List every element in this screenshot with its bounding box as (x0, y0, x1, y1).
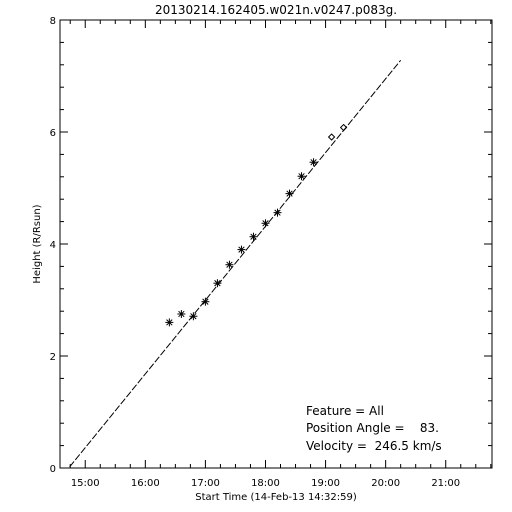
asterisk-stroke (250, 233, 257, 240)
asterisk-stroke (226, 261, 233, 268)
asterisk-stroke (286, 190, 293, 197)
asterisk-point (237, 245, 246, 254)
x-axis-label: Start Time (14-Feb-13 14:32:59) (195, 492, 357, 503)
asterisk-point (273, 208, 282, 217)
asterisk-point (297, 172, 306, 181)
y-axis-ticks: 0 2 4 6 8 (50, 16, 492, 475)
asterisk-stroke (298, 173, 305, 180)
x-tick-label: 17:00 (191, 478, 220, 489)
asterisk-stroke (166, 319, 173, 326)
asterisk-point (201, 297, 210, 306)
y-tick-label: 4 (50, 240, 56, 251)
feature-annotation: Feature = All (306, 404, 384, 418)
asterisk-stroke (238, 246, 245, 253)
asterisk-point (225, 260, 234, 269)
x-tick-label: 15:00 (71, 478, 100, 489)
x-tick-label: 18:00 (251, 478, 280, 489)
asterisk-point (177, 310, 186, 318)
asterisk-point (285, 189, 294, 198)
y-tick-label: 8 (50, 16, 56, 27)
asterisk-point (249, 232, 258, 241)
asterisk-stroke (190, 313, 197, 320)
y-tick-label: 0 (50, 464, 56, 475)
y-tick-label: 6 (50, 128, 56, 139)
asterisk-point (261, 219, 270, 228)
asterisk-stroke (310, 159, 317, 166)
x-tick-label: 16:00 (131, 478, 160, 489)
velocity-annotation: Velocity = 246.5 km/s (306, 439, 442, 453)
info-annotations: Feature = All Position Angle = 83. Veloc… (306, 404, 442, 453)
asterisk-point (189, 312, 198, 321)
y-tick-label: 2 (50, 352, 56, 363)
asterisk-point (309, 158, 318, 167)
diamond-point (327, 133, 336, 141)
data-points-layer (165, 123, 348, 327)
asterisk-stroke (178, 310, 185, 318)
x-tick-label: 21:00 (431, 478, 460, 489)
x-axis-ticks: 15:00 16:00 17:00 18:00 19:00 20:00 21:00 (69, 20, 492, 489)
asterisk-point (165, 318, 174, 327)
asterisk-stroke (202, 298, 209, 305)
y-axis-label: Height (R/Rsun) (32, 204, 43, 283)
chart-title: 20130214.162405.w021n.v0247.p083g. (155, 3, 397, 17)
position-angle-annotation: Position Angle = 83. (306, 421, 439, 435)
x-tick-label: 20:00 (371, 478, 400, 489)
diamond-point (339, 123, 348, 132)
asterisk-stroke (274, 209, 281, 216)
asterisk-stroke (214, 280, 221, 287)
asterisk-stroke (262, 220, 269, 227)
x-tick-label: 19:00 (311, 478, 340, 489)
asterisk-point (213, 279, 222, 288)
